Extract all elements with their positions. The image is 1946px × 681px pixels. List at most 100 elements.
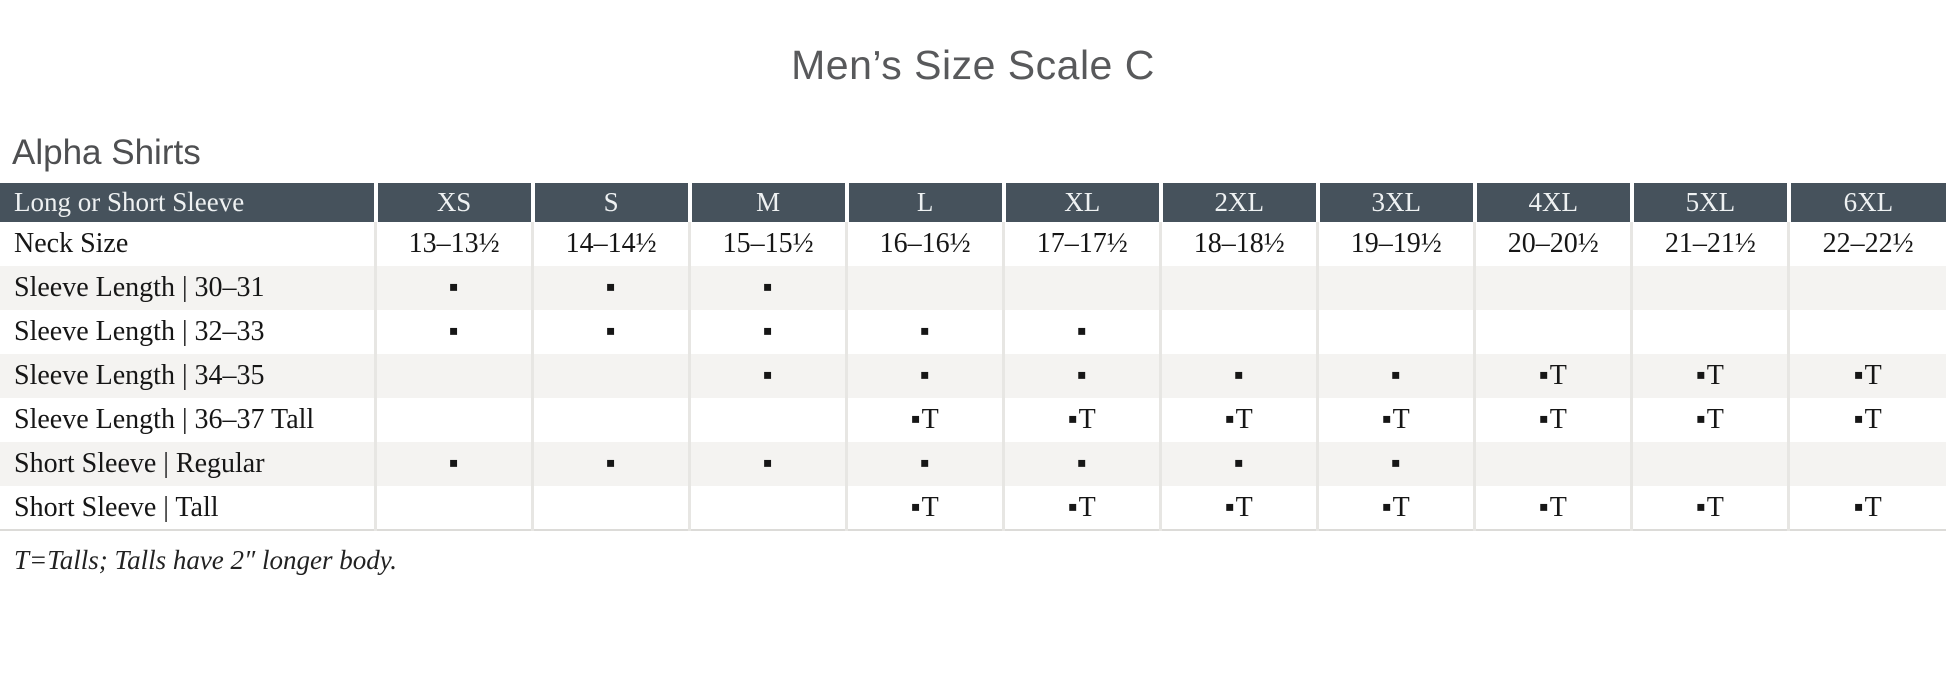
size-cell: ▪T bbox=[1317, 398, 1477, 442]
size-cell: ▪ bbox=[532, 442, 692, 486]
size-cell: ▪ bbox=[1160, 442, 1320, 486]
row-label: Sleeve Length | 32–33 bbox=[0, 310, 378, 354]
size-cell: 18–18½ bbox=[1160, 222, 1320, 266]
header-cell-size-s: S bbox=[532, 183, 692, 222]
header-cell-size-6xl: 6XL bbox=[1788, 183, 1946, 222]
size-cell: ▪T bbox=[1631, 398, 1791, 442]
size-cell: 21–21½ bbox=[1631, 222, 1791, 266]
size-cell: ▪ bbox=[1317, 442, 1477, 486]
size-cell bbox=[532, 398, 692, 442]
table-head: Long or Short Sleeve XS S M L XL 2XL 3XL 4XL 5XL 6… bbox=[0, 183, 1946, 222]
header-cell-label: Long or Short Sleeve bbox=[0, 183, 378, 222]
size-table: Long or Short Sleeve XS S M L XL 2XL 3XL 4XL 5XL 6… bbox=[0, 183, 1946, 531]
size-cell: ▪ bbox=[846, 354, 1006, 398]
size-cell: ▪ bbox=[375, 266, 535, 310]
header-cell-size-l: L bbox=[846, 183, 1006, 222]
header-cell-size-2xl: 2XL bbox=[1160, 183, 1320, 222]
size-cell bbox=[375, 354, 535, 398]
size-cell bbox=[532, 486, 692, 531]
size-cell bbox=[1631, 310, 1791, 354]
size-cell: ▪T bbox=[1003, 398, 1163, 442]
header-cell-size-m: M bbox=[689, 183, 849, 222]
size-cell: ▪ bbox=[846, 442, 1006, 486]
size-cell: ▪ bbox=[1317, 354, 1477, 398]
table-row: Sleeve Length | 36–37 Tall ▪T ▪T ▪T ▪T ▪T ▪T ▪T bbox=[0, 398, 1946, 442]
size-cell bbox=[1003, 266, 1163, 310]
size-cell: ▪ bbox=[532, 266, 692, 310]
size-cell: ▪ bbox=[375, 310, 535, 354]
table-row: Sleeve Length | 32–33 ▪ ▪ ▪ ▪ ▪ bbox=[0, 310, 1946, 354]
size-cell: ▪ bbox=[689, 310, 849, 354]
size-cell bbox=[1474, 442, 1634, 486]
size-cell: ▪T bbox=[1003, 486, 1163, 531]
size-cell: 22–22½ bbox=[1822, 228, 1914, 259]
size-cell bbox=[1789, 310, 1946, 354]
row-label: Sleeve Length | 36–37 Tall bbox=[0, 398, 378, 442]
size-cell: ▪ bbox=[532, 310, 692, 354]
size-cell: 20–20½ bbox=[1474, 222, 1634, 266]
size-cell bbox=[1160, 310, 1320, 354]
size-cell: 19–19½ bbox=[1317, 222, 1477, 266]
row-label: Sleeve Length | 30–31 bbox=[0, 266, 378, 310]
size-cell: ▪ bbox=[689, 354, 849, 398]
size-cell: ▪ bbox=[689, 266, 849, 310]
size-cell: ▪T bbox=[1317, 486, 1477, 531]
row-label: Short Sleeve | Regular bbox=[0, 442, 378, 486]
header-cell-size-4xl: 4XL bbox=[1474, 183, 1634, 222]
size-cell: ▪T bbox=[1631, 354, 1791, 398]
size-cell bbox=[1789, 442, 1946, 486]
size-cell bbox=[1474, 310, 1634, 354]
size-cell bbox=[1474, 266, 1634, 310]
size-cell: ▪T bbox=[1631, 486, 1791, 531]
size-cell: ▪T bbox=[846, 486, 1006, 531]
size-cell: ▪T bbox=[1474, 354, 1634, 398]
size-cell: ▪ bbox=[689, 442, 849, 486]
size-cell: 14–14½ bbox=[532, 222, 692, 266]
header-cell-size-xs: XS bbox=[375, 183, 535, 222]
size-cell bbox=[375, 486, 535, 531]
size-cell: ▪T bbox=[1474, 486, 1634, 531]
size-cell: ▪T bbox=[1474, 398, 1634, 442]
size-cell: 16–16½ bbox=[846, 222, 1006, 266]
header-cell-size-xl: XL bbox=[1003, 183, 1163, 222]
size-cell: ▪T bbox=[1853, 360, 1883, 391]
size-cell: ▪ bbox=[1003, 442, 1163, 486]
size-cell bbox=[689, 486, 849, 531]
size-cell bbox=[532, 354, 692, 398]
table-row: Sleeve Length | 30–31 ▪ ▪ ▪ bbox=[0, 266, 1946, 310]
size-cell bbox=[1631, 442, 1791, 486]
size-cell: ▪T bbox=[1853, 404, 1883, 435]
size-cell bbox=[846, 266, 1006, 310]
size-cell bbox=[689, 398, 849, 442]
row-label: Sleeve Length | 34–35 bbox=[0, 354, 378, 398]
size-cell bbox=[1631, 266, 1791, 310]
table-row: Neck Size 13–13½ 14–14½ 15–15½ 16–16½ 17–17½ 1… bbox=[0, 222, 1946, 266]
section-heading: Alpha Shirts bbox=[12, 133, 201, 172]
size-cell: ▪T bbox=[1788, 486, 1946, 531]
size-cell: 15–15½ bbox=[689, 222, 849, 266]
size-cell: ▪ bbox=[1003, 310, 1163, 354]
size-cell bbox=[375, 398, 535, 442]
header-cell-size-5xl: 5XL bbox=[1631, 183, 1791, 222]
size-cell: ▪T bbox=[1160, 398, 1320, 442]
size-cell: 17–17½ bbox=[1003, 222, 1163, 266]
table-body: Neck Size 13–13½ 14–14½ 15–15½ 16–16½ 17–17½ 1… bbox=[0, 222, 1946, 531]
size-cell: 13–13½ bbox=[375, 222, 535, 266]
header-cell-size-3xl: 3XL bbox=[1317, 183, 1477, 222]
size-cell bbox=[1317, 310, 1477, 354]
table-header-row: Long or Short Sleeve XS S M L XL 2XL 3XL 4XL 5XL 6… bbox=[0, 183, 1946, 222]
row-label: Neck Size bbox=[0, 222, 378, 266]
table-row: Sleeve Length | 34–35 ▪ ▪ ▪ ▪ ▪ ▪T ▪T ▪T bbox=[0, 354, 1946, 398]
size-cell: ▪ bbox=[375, 442, 535, 486]
size-cell bbox=[1160, 266, 1320, 310]
page-title: Men’s Size Scale C bbox=[791, 42, 1155, 88]
size-cell: ▪ bbox=[1003, 354, 1163, 398]
size-cell bbox=[1317, 266, 1477, 310]
table-row: Short Sleeve | Tall ▪T ▪T ▪T ▪T ▪T ▪T ▪T bbox=[0, 486, 1946, 531]
row-label: Short Sleeve | Tall bbox=[0, 486, 378, 531]
footnote: T=Talls; Talls have 2″ longer body. bbox=[14, 545, 398, 575]
size-cell bbox=[1789, 266, 1946, 310]
size-cell: ▪T bbox=[1160, 486, 1320, 531]
size-cell: ▪ bbox=[1160, 354, 1320, 398]
